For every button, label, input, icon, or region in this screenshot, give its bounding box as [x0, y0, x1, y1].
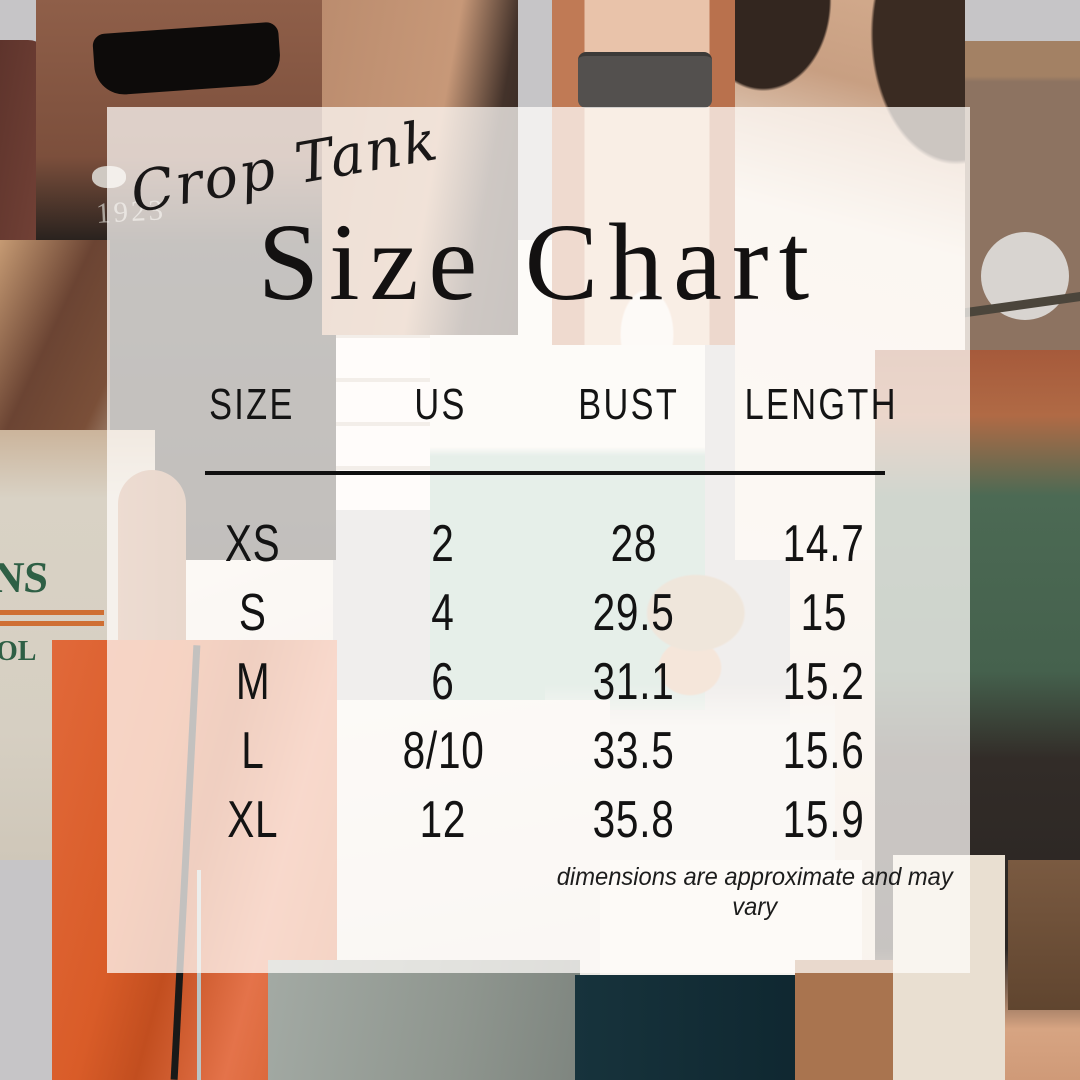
cell-bust: 29.5	[592, 584, 675, 642]
table-row-xs: XS 2 28 14.7	[107, 510, 970, 579]
photo-teal-jeans	[575, 975, 807, 1080]
cell-size: L	[241, 722, 265, 780]
aviator-sunglasses-icon	[578, 52, 712, 108]
jacket-zipper	[197, 870, 201, 1080]
cell-us: 2	[431, 515, 456, 573]
sunglasses-icon	[92, 21, 282, 97]
cell-size: S	[239, 584, 268, 642]
cell-us: 12	[420, 791, 467, 849]
cell-length: 15	[800, 584, 848, 642]
table-row-m: M 6 31.1 15.2	[107, 648, 970, 717]
tank-stripes	[0, 610, 104, 626]
table-row-l: L 8/10 33.5 15.6	[107, 717, 970, 786]
cell-length: 15.9	[782, 791, 865, 849]
cell-bust: 35.8	[592, 791, 675, 849]
cell-length: 14.7	[782, 515, 865, 573]
tank-letters-top: NS	[0, 553, 50, 602]
table-header-size: SIZE	[209, 380, 295, 429]
cell-bust: 28	[610, 515, 657, 573]
photo-grey-jeans	[268, 960, 580, 1080]
cell-length: 15.6	[782, 722, 865, 780]
table-header-us: US	[414, 380, 467, 429]
cell-length: 15.2	[782, 653, 865, 711]
table-header-length: LENGTH	[744, 380, 898, 429]
cell-size: XS	[225, 515, 281, 573]
table-row-s: S 4 29.5 15	[107, 579, 970, 648]
cell-us: 8/10	[402, 722, 485, 780]
table-body: XS 2 28 14.7 S 4 29.5 15 M 6 31.1 15.2 L…	[107, 510, 970, 855]
size-chart-panel: Crop Tank Size Chart SIZE US BUST LENGTH…	[107, 107, 970, 973]
page-title: Size Chart	[257, 201, 820, 323]
cell-size: XL	[227, 791, 279, 849]
tank-letters-bottom: OL	[0, 636, 37, 667]
cell-bust: 33.5	[592, 722, 675, 780]
cell-us: 4	[431, 584, 456, 642]
table-row-xl: XL 12 35.8 15.9	[107, 786, 970, 855]
table-header-row: SIZE US BUST LENGTH	[107, 381, 970, 429]
cell-us: 6	[431, 653, 456, 711]
cell-bust: 31.1	[592, 653, 675, 711]
table-header-bust: BUST	[577, 380, 679, 429]
table-divider	[205, 471, 885, 475]
photo-suede-skirt	[1008, 860, 1080, 1010]
photo-waist	[795, 960, 905, 1080]
cell-size: M	[235, 653, 271, 711]
